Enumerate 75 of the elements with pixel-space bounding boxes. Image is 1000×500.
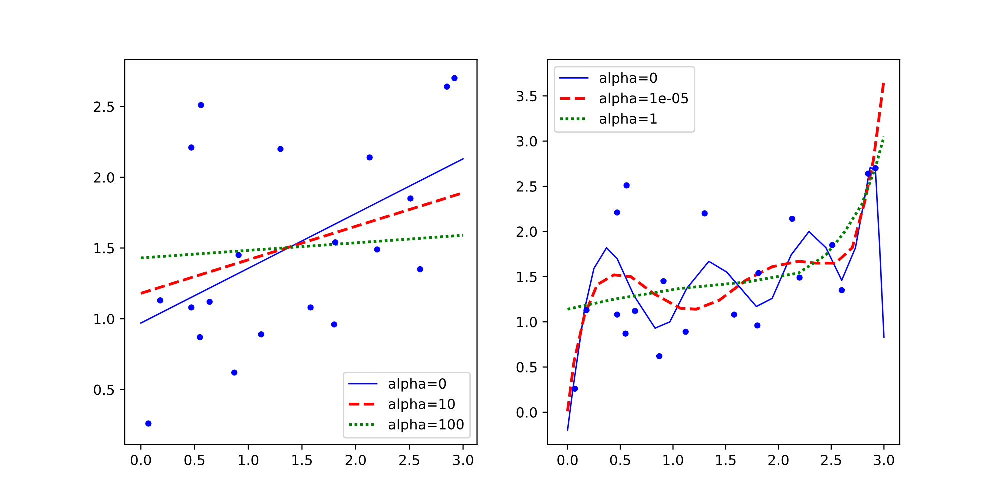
y-tick-label: 0.0 bbox=[516, 407, 538, 418]
point bbox=[614, 312, 620, 318]
line-series bbox=[566, 135, 886, 311]
point bbox=[796, 274, 803, 281]
x-tick-label: 2.5 bbox=[400, 454, 420, 466]
y-tick-label: 3.0 bbox=[516, 136, 538, 147]
y-tick-label: 0.5 bbox=[94, 384, 114, 396]
point bbox=[188, 304, 195, 311]
x-tick-label: 2.0 bbox=[346, 454, 366, 466]
point bbox=[408, 196, 414, 202]
x-tick-label: 1.0 bbox=[238, 454, 259, 466]
point bbox=[236, 252, 242, 258]
point bbox=[231, 370, 238, 376]
point bbox=[308, 304, 314, 311]
y-tick-label: 1.0 bbox=[517, 317, 538, 328]
point bbox=[188, 144, 195, 151]
point bbox=[622, 330, 629, 337]
point bbox=[374, 246, 380, 253]
x-tick-label: 2.0 bbox=[768, 454, 789, 466]
x-tick-label: 3.0 bbox=[453, 454, 474, 466]
x-tick-label: 1.5 bbox=[292, 455, 312, 466]
y-tick-label: 2.0 bbox=[94, 172, 114, 183]
legend-label: alpha=1e-05 bbox=[600, 92, 688, 106]
point bbox=[756, 270, 762, 276]
point bbox=[452, 75, 458, 82]
point bbox=[417, 266, 424, 273]
point bbox=[572, 386, 578, 392]
point bbox=[366, 154, 373, 161]
point bbox=[197, 334, 204, 341]
legend-label: alpha=100 bbox=[388, 419, 464, 432]
y-tick-label: 1.0 bbox=[94, 314, 114, 324]
point bbox=[444, 84, 450, 90]
point bbox=[258, 331, 264, 338]
y-tick-label: 2.5 bbox=[94, 102, 114, 112]
x-tick-label: 1.0 bbox=[664, 454, 684, 466]
x-tick-label: 0.5 bbox=[184, 454, 205, 466]
x-tick-label: 3.0 bbox=[874, 454, 894, 466]
x-tick-label: 2.5 bbox=[821, 454, 842, 466]
point bbox=[829, 242, 836, 248]
point bbox=[632, 308, 638, 314]
point bbox=[278, 146, 284, 152]
point bbox=[331, 322, 338, 328]
point bbox=[838, 287, 846, 294]
point bbox=[146, 420, 152, 427]
y-tick-label: 0.5 bbox=[516, 362, 537, 373]
point bbox=[731, 312, 738, 318]
point bbox=[789, 216, 796, 222]
y-tick-label: 2.0 bbox=[516, 226, 538, 238]
legend-label: alpha=0 bbox=[388, 378, 446, 392]
point bbox=[702, 210, 708, 217]
x-tick-label: 0.0 bbox=[558, 454, 578, 466]
legend-label: alpha=0 bbox=[600, 72, 658, 86]
x-tick-label: 1.5 bbox=[716, 455, 736, 466]
y-tick-label: 1.5 bbox=[517, 272, 537, 282]
x-tick-label: 0.0 bbox=[130, 454, 152, 466]
point bbox=[682, 328, 689, 336]
point bbox=[660, 278, 667, 285]
legend-label: alpha=10 bbox=[388, 398, 456, 412]
legend-label: alpha=1 bbox=[600, 113, 657, 127]
point bbox=[614, 210, 620, 216]
line-series bbox=[567, 166, 885, 432]
point bbox=[754, 322, 761, 329]
y-tick-label: 1.5 bbox=[94, 243, 114, 254]
point bbox=[872, 165, 879, 172]
point bbox=[206, 298, 213, 306]
y-tick-label: 3.5 bbox=[516, 91, 537, 102]
x-tick-label: 0.5 bbox=[610, 454, 630, 466]
point bbox=[198, 102, 204, 108]
point bbox=[584, 307, 590, 314]
point bbox=[332, 239, 339, 246]
point bbox=[624, 182, 630, 189]
point bbox=[865, 170, 872, 177]
point bbox=[157, 298, 164, 304]
y-tick-label: 2.5 bbox=[516, 181, 537, 192]
point bbox=[656, 353, 663, 360]
